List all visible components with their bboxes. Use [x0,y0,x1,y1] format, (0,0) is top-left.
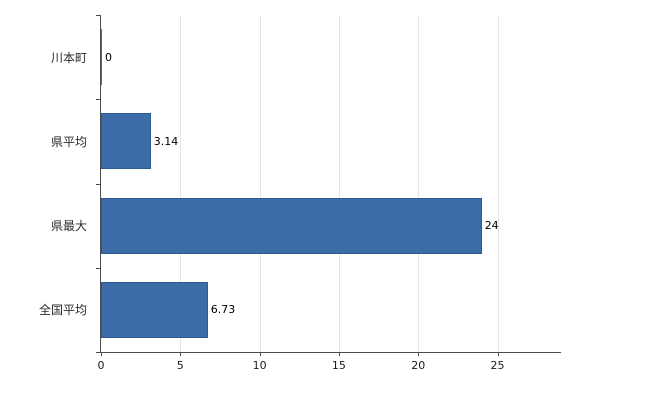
bar-row: 24 [101,184,561,268]
x-axis-tick [338,352,340,356]
x-axis-tick-label: 5 [176,359,184,372]
gridline [497,15,499,352]
y-axis-tick [96,183,100,185]
bar-value-label: 3.14 [153,134,179,148]
category-label: 川本町 [50,50,87,65]
bar [101,29,102,86]
x-axis-tick-label: 0 [97,359,105,372]
x-axis-tick-label: 20 [411,359,426,372]
category-label: 県最大 [50,219,87,234]
gridline [418,15,420,352]
bar [101,113,151,170]
x-axis-tick [101,352,102,356]
bar [101,281,208,338]
x-axis-tick-label: 15 [331,359,346,372]
x-axis-tick [497,352,499,356]
bar-row: 6.73 [101,268,561,352]
bar-value-label: 0 [105,50,112,64]
x-axis-tick-label: 10 [252,359,267,372]
x-axis-tick [180,352,182,356]
y-axis-tick [96,267,100,269]
category-label: 全国平均 [38,303,87,318]
category-labels: 川本町県平均県最大全国平均 [0,15,94,352]
bar-row: 3.14 [101,99,561,183]
bar-row: 0 [101,15,561,99]
gridline [180,15,182,352]
bar-rows: 0 3.14 24 6.73 [101,15,561,352]
bar-value-label: 6.73 [210,303,236,317]
y-axis-tick [96,15,100,16]
x-axis-tick [418,352,420,356]
plot-area: 0 5 10 15 20 25 0 3.14 24 6.73 [96,15,561,372]
y-axis-tick [96,99,100,101]
bar [101,197,482,254]
x-axis-tick [259,352,261,356]
y-axis-tick [96,352,100,353]
category-label: 県平均 [50,134,87,149]
bar-value-label: 24 [484,219,499,233]
gridline [259,15,261,352]
x-axis-tick-label: 25 [490,359,505,372]
gridline [338,15,340,352]
